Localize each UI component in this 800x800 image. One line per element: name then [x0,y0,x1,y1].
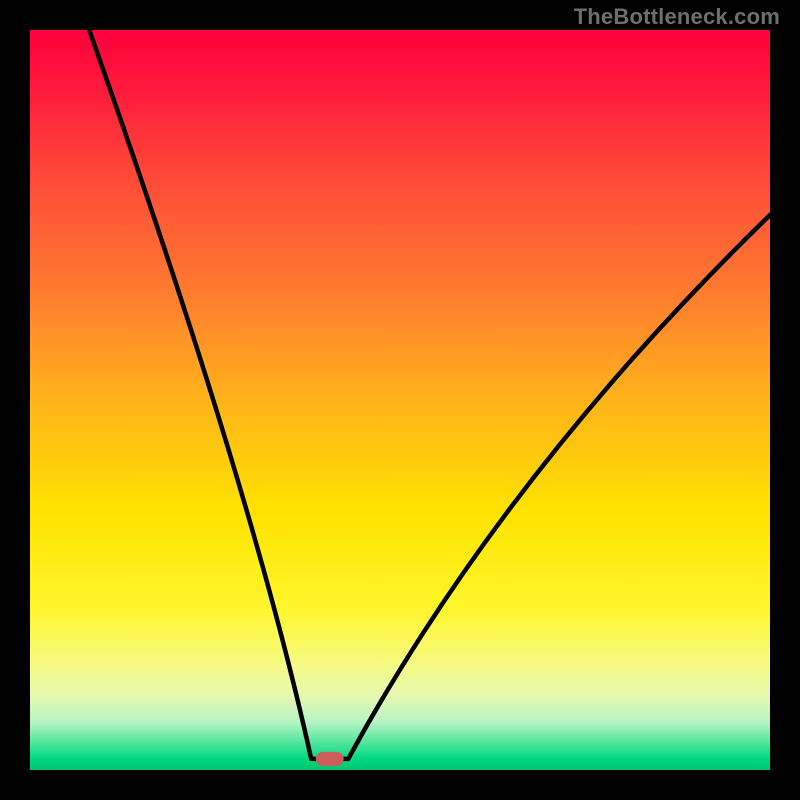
chart-container: TheBottleneck.com [0,0,800,800]
gradient-background [30,30,770,770]
watermark-text: TheBottleneck.com [574,4,780,30]
plot-area [30,30,770,770]
